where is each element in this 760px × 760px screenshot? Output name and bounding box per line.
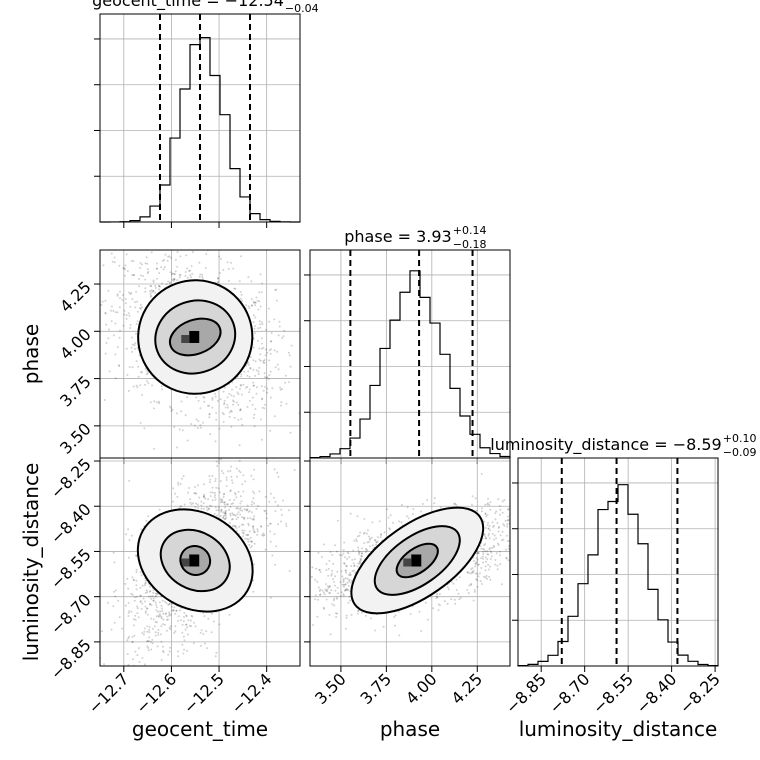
x-tick-label: −12.5 xyxy=(180,669,228,717)
histogram-luminosity_distance xyxy=(517,484,719,667)
contour-line xyxy=(350,506,485,615)
x-tick-label: −12.4 xyxy=(227,669,275,717)
density-peak xyxy=(403,558,412,567)
x-axis-label-luminosity_distance: luminosity_distance xyxy=(519,717,718,741)
contour-line xyxy=(137,279,254,395)
density-peak xyxy=(189,330,200,343)
panel-frame xyxy=(99,13,301,223)
panel-title-phase: phase = 3.93 +0.14−0.18 xyxy=(344,224,486,251)
title-text: luminosity_distance = −8.59 xyxy=(490,435,721,455)
contour-line xyxy=(154,299,237,375)
title-minus: −0.04 xyxy=(285,2,319,15)
y-tick-label: 3.50 xyxy=(56,419,95,458)
title-plus: +0.05 xyxy=(285,0,319,1)
panel-frame xyxy=(309,457,511,667)
y-tick-label: −8.40 xyxy=(47,500,95,548)
panel-title-geocent_time: geocent_time = −12.54+0.05−0.04 xyxy=(92,0,319,15)
title-text: geocent_time = −12.54 xyxy=(92,0,284,11)
title-plus: +0.10 xyxy=(723,432,757,445)
title-minus: −0.18 xyxy=(453,238,487,251)
y-tick-label: 3.75 xyxy=(56,372,95,411)
contour-line xyxy=(168,317,222,357)
y-tick-label: −8.70 xyxy=(47,590,95,638)
x-tick-label: −8.85 xyxy=(502,669,550,717)
contour-line xyxy=(179,545,212,576)
density-peak xyxy=(411,554,422,567)
x-tick-label: −12.7 xyxy=(85,669,133,717)
contour-line xyxy=(395,542,439,579)
y-axis-label-luminosity_distance: luminosity_distance xyxy=(19,463,43,662)
x-axis-label-geocent_time: geocent_time xyxy=(132,717,268,741)
x-tick-label: −8.25 xyxy=(676,669,724,717)
y-tick-label: −8.25 xyxy=(47,454,95,502)
panel-title-luminosity_distance: luminosity_distance = −8.59 +0.10−0.09 xyxy=(490,432,756,459)
y-tick-label: 4.00 xyxy=(56,325,95,364)
title-plus: +0.14 xyxy=(453,224,487,237)
y-axis-label-phase: phase xyxy=(19,324,43,384)
density xyxy=(310,472,510,637)
scatter-panel-geocent_time-phase: 3.50 3.75 4.00 4.25 xyxy=(56,249,301,464)
contour-line xyxy=(159,528,231,593)
panel-frame xyxy=(517,457,719,667)
x-axis-label-phase: phase xyxy=(380,717,440,741)
density-peak xyxy=(189,554,200,567)
scatter-panel-geocent_time-luminosity_distance: −8.85−8.70−8.55−8.40−8.25 −12.7 −12.6 −12.5… xyxy=(47,454,301,717)
y-tick-label: 4.25 xyxy=(56,277,95,316)
x-tick-label: 4.00 xyxy=(402,669,441,708)
y-tick-label: −8.85 xyxy=(47,635,95,683)
x-tick-label: 4.25 xyxy=(447,669,486,708)
x-tick-label: −8.55 xyxy=(589,669,637,717)
x-tick-label: −8.40 xyxy=(632,669,680,717)
x-tick-label: −8.70 xyxy=(545,669,593,717)
x-tick-label: 3.50 xyxy=(311,669,350,708)
panel-frame xyxy=(99,457,301,667)
x-tick-label: −12.6 xyxy=(132,669,180,717)
title-text: phase = 3.93 xyxy=(344,227,451,246)
contour-line xyxy=(373,525,461,596)
histogram-geocent_time xyxy=(99,37,301,223)
density-peak xyxy=(181,558,190,567)
y-tick-label: −8.55 xyxy=(47,545,95,593)
x-tick-label: 3.75 xyxy=(357,669,396,708)
density xyxy=(100,250,300,450)
density-peak xyxy=(181,334,190,343)
title-minus: −0.09 xyxy=(723,446,757,459)
density xyxy=(100,458,296,666)
histogram-phase xyxy=(309,270,511,459)
contour-line xyxy=(136,508,254,613)
